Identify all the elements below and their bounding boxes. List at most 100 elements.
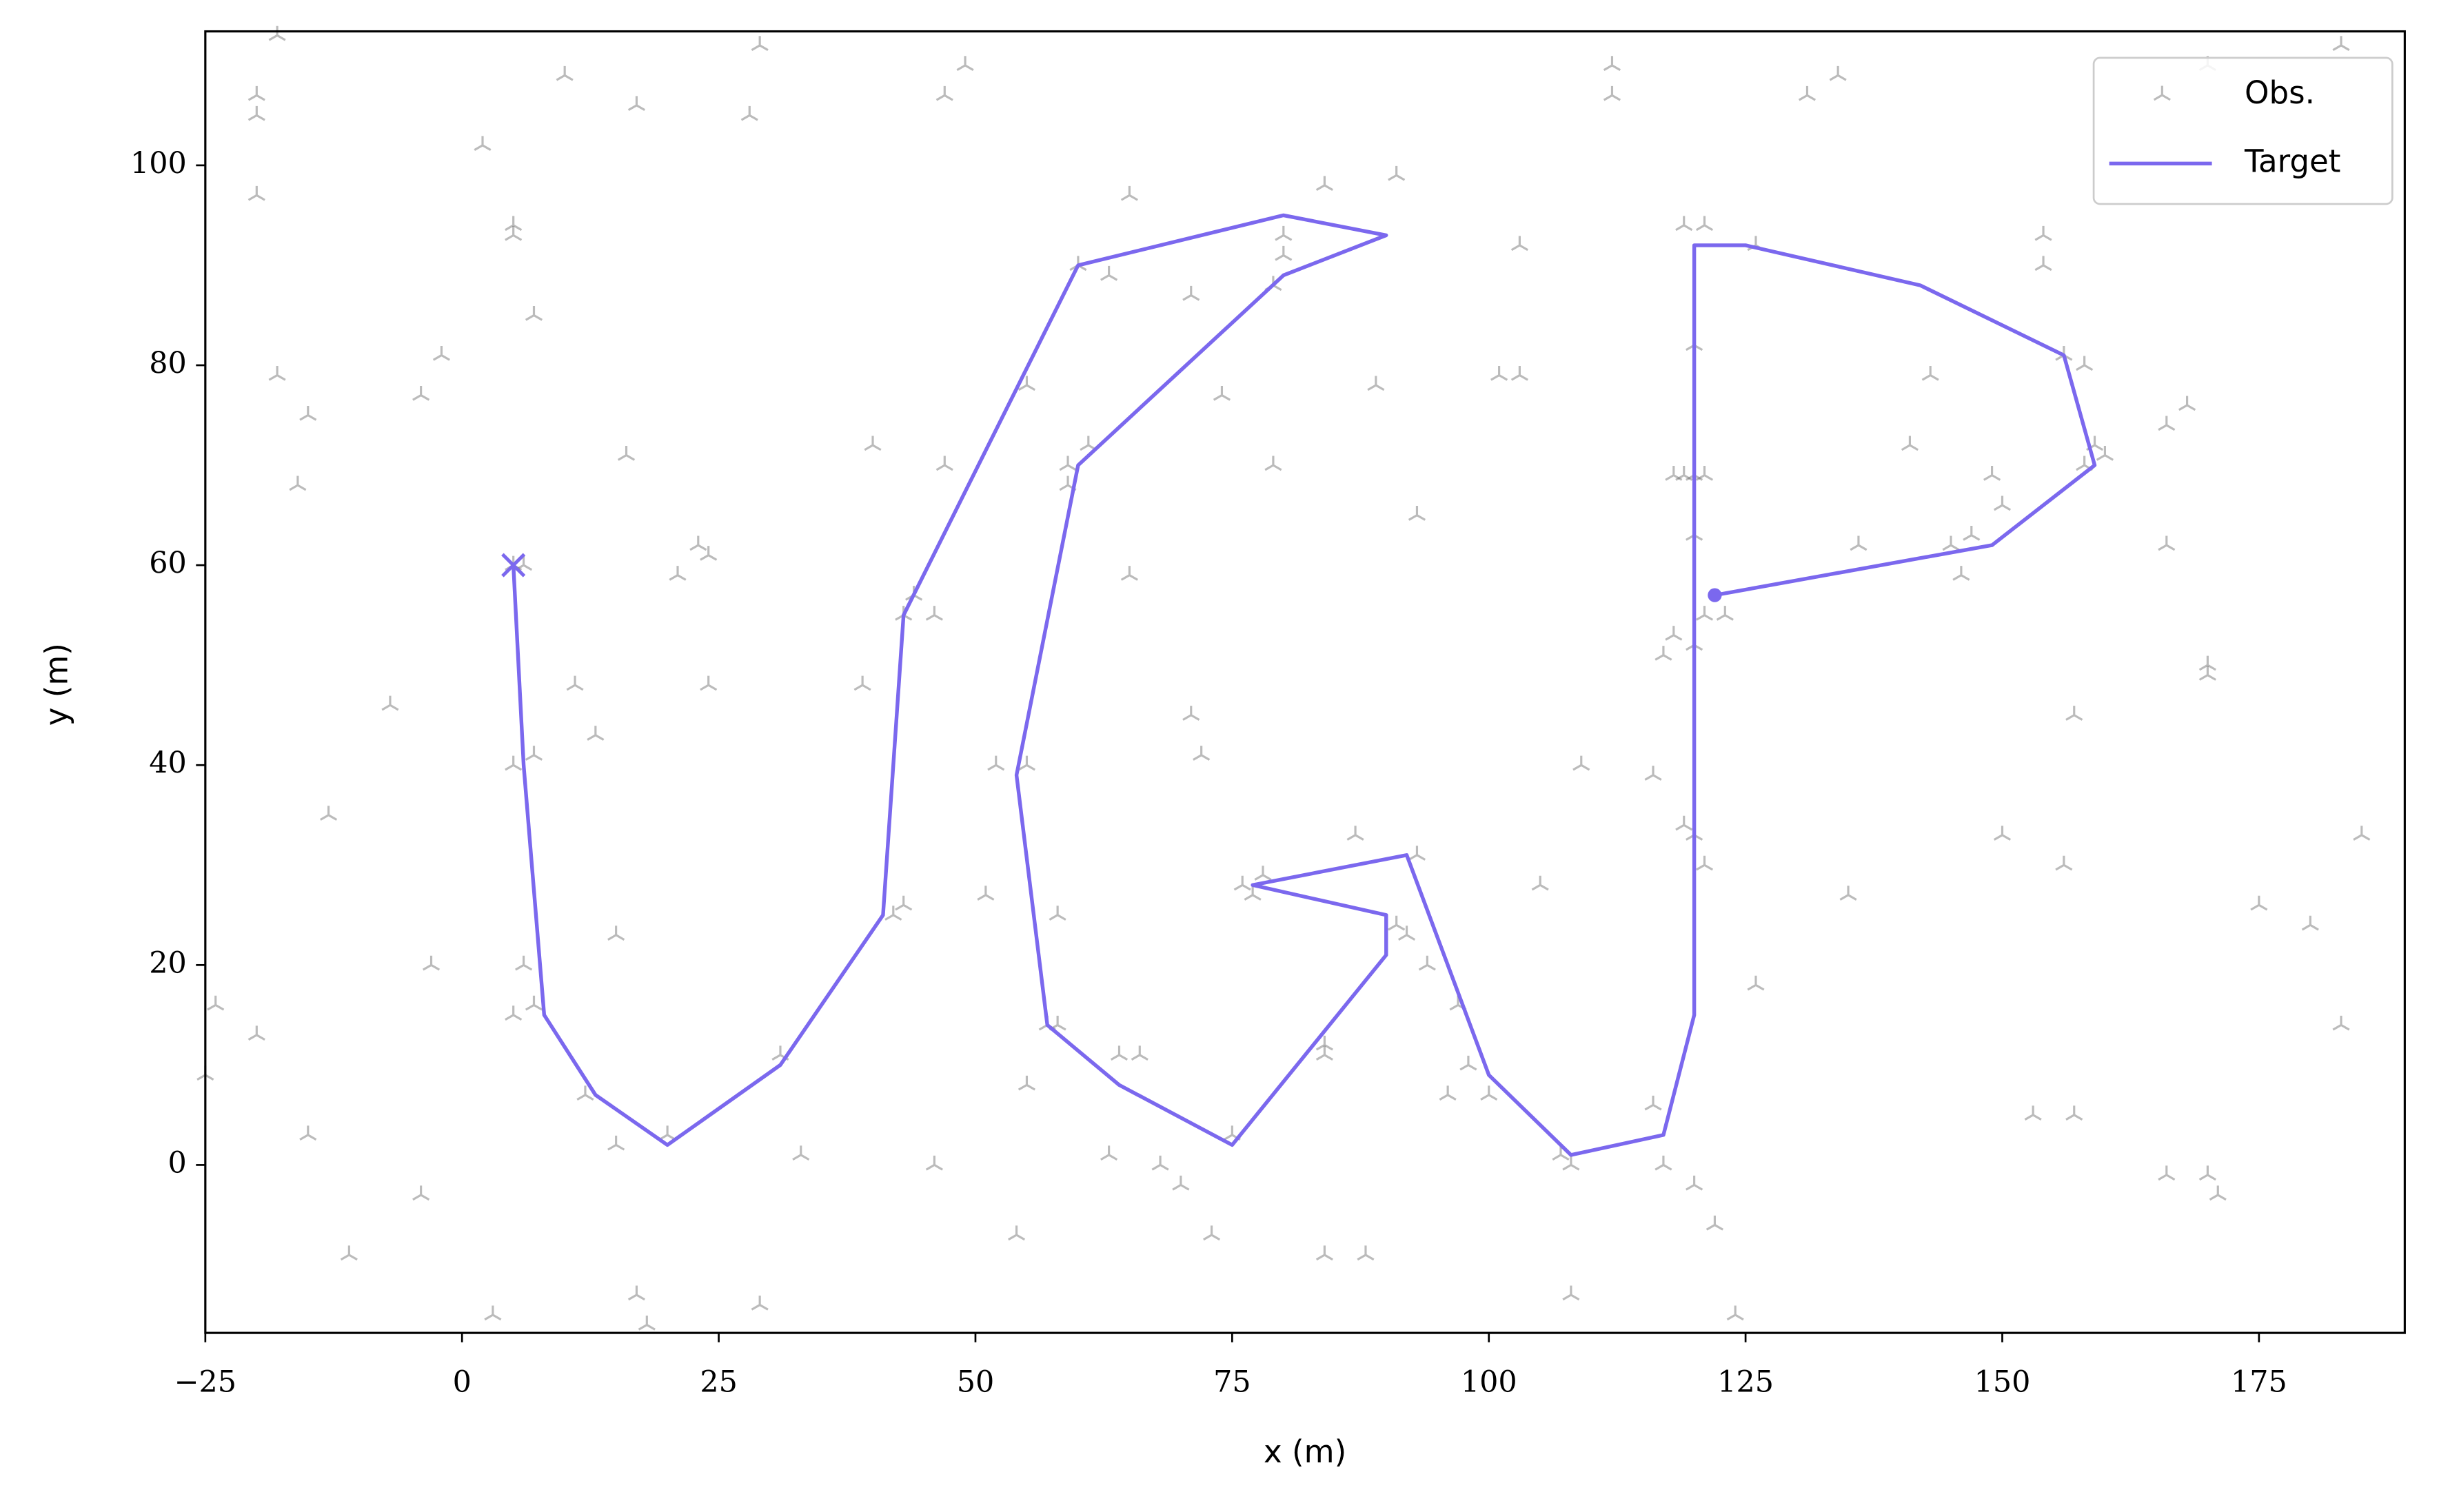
- obs-point: [207, 995, 225, 1011]
- obs-point: [1018, 755, 1036, 771]
- obs-point: [607, 1135, 625, 1151]
- obs-point: [412, 1185, 430, 1201]
- y-tick-label: 40: [149, 746, 187, 780]
- obs-point: [1921, 365, 1939, 381]
- obs-point: [1839, 886, 1857, 901]
- y-tick-label: 80: [149, 346, 187, 380]
- obs-point: [505, 755, 523, 771]
- obs-point: [669, 566, 687, 581]
- legend-marker: [2153, 85, 2171, 101]
- obs-point: [935, 456, 953, 471]
- obs-point: [884, 906, 902, 921]
- obs-point: [1110, 1045, 1129, 1061]
- obs-point: [1726, 1305, 1744, 1321]
- obs-point: [1983, 466, 2001, 481]
- obs-point: [2332, 1015, 2350, 1031]
- x-tick-label: 150: [1974, 1365, 2031, 1400]
- obs-point: [1264, 456, 1282, 471]
- obs-point: [627, 1285, 645, 1301]
- obs-point: [247, 85, 265, 101]
- obs-point: [381, 695, 399, 711]
- x-axis-label: x (m): [1264, 1433, 1346, 1470]
- legend-label: Target: [2244, 143, 2341, 179]
- obs-point: [432, 345, 450, 361]
- obs-point: [1942, 535, 1960, 551]
- obs-point: [2198, 655, 2216, 671]
- obs-point: [925, 606, 943, 621]
- obs-point: [1562, 1155, 1580, 1171]
- obs-point: [576, 1085, 594, 1101]
- obs-point: [1100, 265, 1118, 281]
- obs-point: [1644, 1095, 1662, 1111]
- obs-point: [2301, 915, 2319, 931]
- obs-point: [505, 225, 523, 241]
- obs-point: [1418, 955, 1436, 971]
- obs-point: [412, 385, 430, 401]
- obs-point: [2209, 1185, 2227, 1201]
- obs-point: [2065, 1105, 2083, 1121]
- obs-point: [1202, 1225, 1221, 1241]
- obs-point: [1151, 1155, 1169, 1171]
- x-tick-label: 50: [957, 1365, 995, 1400]
- y-tick-label: 20: [149, 946, 187, 980]
- obs-point: [2198, 1165, 2216, 1181]
- obs-point: [977, 886, 995, 901]
- obs-point: [607, 926, 625, 941]
- obs-point: [1120, 185, 1138, 201]
- obs-point: [700, 546, 718, 561]
- obs-point: [987, 755, 1005, 771]
- obs-point: [1572, 755, 1590, 771]
- obs-point: [1665, 466, 1683, 481]
- obs-point: [1993, 826, 2012, 841]
- obs-point: [515, 955, 533, 971]
- y-tick-label: 0: [168, 1145, 186, 1180]
- obs-point: [1315, 1045, 1333, 1061]
- obs-point: [2096, 446, 2114, 461]
- obs-point: [1686, 1175, 1703, 1191]
- obs-point: [2250, 895, 2268, 911]
- obs-point: [247, 105, 265, 121]
- x-tick-label: −25: [174, 1365, 236, 1400]
- obs-point: [2034, 256, 2052, 272]
- start-marker: [501, 553, 526, 578]
- obs-point: [1193, 746, 1211, 761]
- obs-point: [2198, 666, 2216, 681]
- x-tick-label: 0: [453, 1365, 472, 1400]
- x-tick-label: 175: [2231, 1365, 2287, 1400]
- obs-point: [1120, 566, 1138, 581]
- obs-point: [2332, 36, 2350, 51]
- legend-box: [2092, 57, 2394, 205]
- y-axis-label: y (m): [39, 643, 75, 726]
- obs-point: [2178, 396, 2196, 411]
- obs-point: [700, 675, 718, 691]
- obs-point: [1018, 376, 1036, 391]
- obs-point: [1952, 566, 1970, 581]
- obs-point: [2158, 535, 2176, 551]
- obs-point: [853, 675, 871, 691]
- end-marker: [1708, 588, 1722, 602]
- obs-point: [925, 1155, 943, 1171]
- obs-point: [247, 1025, 265, 1041]
- obs-point: [1244, 886, 1262, 901]
- obs-point: [289, 476, 307, 491]
- obs-point: [340, 1245, 358, 1261]
- obs-point: [566, 675, 584, 691]
- obs-point: [1654, 1155, 1672, 1171]
- obs-point: [1603, 85, 1621, 101]
- obs-point: [1018, 1075, 1036, 1091]
- obs-point: [2034, 225, 2052, 241]
- obs-point: [1480, 1085, 1498, 1101]
- obs-point: [1315, 1245, 1333, 1261]
- obs-point: [1747, 975, 1765, 991]
- obs-point: [2065, 706, 2083, 721]
- obs-point: [689, 535, 707, 551]
- obs-point: [505, 216, 523, 232]
- x-tick-label: 25: [700, 1365, 738, 1400]
- obs-point: [1275, 245, 1293, 261]
- obs-point: [1388, 915, 1406, 931]
- obs-point: [1798, 85, 1816, 101]
- obs-point: [556, 65, 574, 81]
- obs-point: [1531, 875, 1549, 891]
